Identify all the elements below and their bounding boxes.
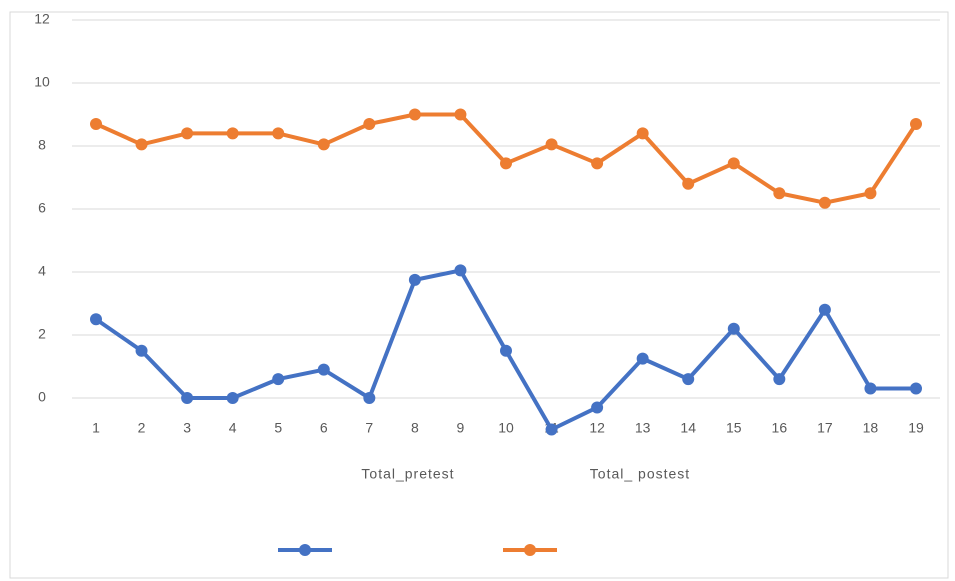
data-point: [864, 187, 877, 200]
x-tick-label: 8: [411, 420, 419, 436]
data-point: [864, 382, 877, 395]
x-tick-label: 4: [229, 420, 237, 436]
x-tick-label: 7: [365, 420, 373, 436]
y-tick-label: 8: [38, 137, 46, 153]
y-tick-label: 12: [34, 11, 50, 27]
x-tick-label: 6: [320, 420, 328, 436]
data-point: [317, 363, 330, 376]
data-point: [910, 117, 922, 130]
x-tick-label: 18: [863, 420, 879, 436]
y-tick-label: 0: [38, 389, 46, 405]
data-point: [591, 157, 604, 170]
data-point: [454, 264, 467, 277]
data-point: [135, 138, 148, 151]
data-point: [363, 117, 376, 130]
data-point: [727, 322, 740, 335]
data-point: [135, 344, 148, 357]
x-tick-label: 17: [817, 420, 833, 436]
x-tick-label: 2: [138, 420, 146, 436]
data-point: [910, 382, 922, 395]
data-point: [682, 177, 695, 190]
data-point: [682, 373, 695, 386]
data-point: [363, 392, 376, 404]
data-point: [90, 313, 102, 326]
data-point: [545, 138, 558, 151]
x-tick-label: 14: [680, 420, 696, 436]
data-point: [408, 273, 421, 286]
x-tick-label: 15: [726, 420, 742, 436]
y-tick-label: 6: [38, 200, 46, 216]
x-tick-label: 10: [498, 420, 514, 436]
x-tick-label: 5: [274, 420, 282, 436]
data-point: [181, 127, 194, 140]
data-point: [454, 108, 467, 121]
data-point: [90, 117, 102, 130]
data-point: [773, 373, 786, 386]
data-point: [226, 392, 239, 404]
data-point: [500, 157, 512, 170]
y-tick-label: 2: [38, 326, 46, 342]
data-point: [636, 127, 649, 140]
data-point: [500, 344, 512, 357]
legend-marker: [299, 544, 311, 556]
x-tick-label: 13: [635, 420, 651, 436]
data-point: [181, 392, 194, 404]
data-point: [317, 138, 330, 151]
data-point: [727, 157, 740, 170]
x-tick-label: 9: [457, 420, 465, 436]
x-tick-label: 16: [772, 420, 788, 436]
x-tick-label: 3: [183, 420, 191, 436]
data-point: [226, 127, 239, 140]
y-tick-label: 4: [38, 263, 46, 279]
data-point: [636, 352, 649, 365]
x-tick-label: 19: [908, 420, 924, 436]
data-point: [408, 108, 421, 121]
y-tick-label: 10: [34, 74, 50, 90]
data-point: [591, 401, 604, 414]
x-tick-label: 12: [589, 420, 605, 436]
legend-marker: [524, 544, 536, 556]
data-point: [818, 303, 831, 316]
legend-label: Total_ postest: [590, 466, 690, 482]
x-tick-label: 1: [92, 420, 100, 436]
data-point: [272, 127, 285, 140]
data-point: [272, 373, 285, 386]
data-point: [773, 187, 786, 200]
data-point: [818, 196, 831, 209]
data-point: [545, 423, 558, 436]
chart-border: [9, 11, 949, 579]
legend-label: Total_pretest: [361, 466, 454, 482]
